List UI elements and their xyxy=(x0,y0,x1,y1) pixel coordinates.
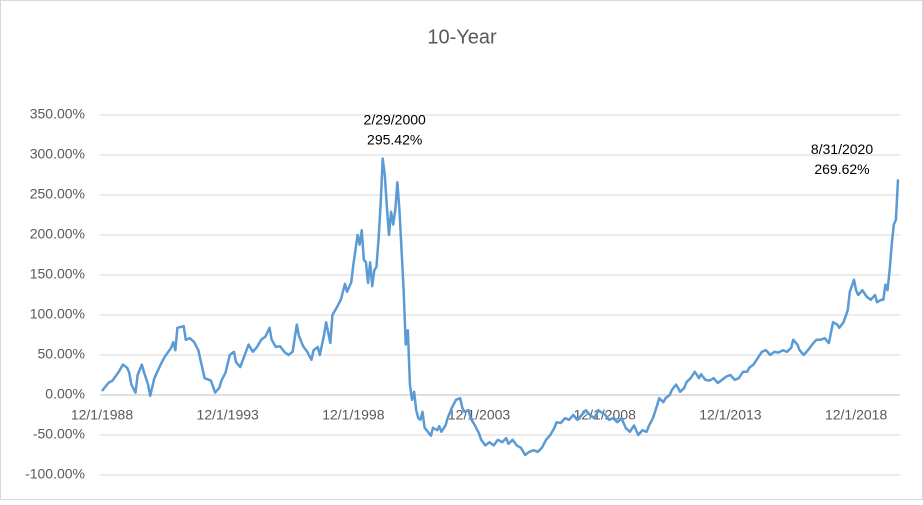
x-tick-label: 12/1/1998 xyxy=(322,407,384,423)
y-tick-label: 50.00% xyxy=(38,346,85,362)
y-tick-label: 0.00% xyxy=(45,386,85,402)
annotation-date: 2/29/2000 xyxy=(364,111,426,127)
data-line xyxy=(101,157,900,457)
y-tick-label: 250.00% xyxy=(30,186,85,202)
annotation-value: 269.62% xyxy=(814,161,869,177)
chart-title: 10-Year xyxy=(427,26,497,48)
annotation-value: 295.42% xyxy=(367,131,422,147)
y-tick-label: 150.00% xyxy=(30,266,85,282)
y-tick-label: 350.00% xyxy=(30,106,85,122)
y-tick-label: -50.00% xyxy=(33,426,85,442)
y-tick-label: -100.00% xyxy=(25,466,85,482)
x-tick-label: 12/1/1993 xyxy=(197,407,259,423)
y-tick-label: 200.00% xyxy=(30,226,85,242)
annotation-date: 8/31/2020 xyxy=(811,141,873,157)
y-tick-label: 100.00% xyxy=(30,306,85,322)
x-tick-label: 12/1/1988 xyxy=(71,407,133,423)
y-tick-label: 300.00% xyxy=(30,146,85,162)
x-tick-label: 12/1/2013 xyxy=(699,407,761,423)
x-tick-label: 12/1/2003 xyxy=(448,407,510,423)
x-tick-label: 12/1/2018 xyxy=(825,407,887,423)
